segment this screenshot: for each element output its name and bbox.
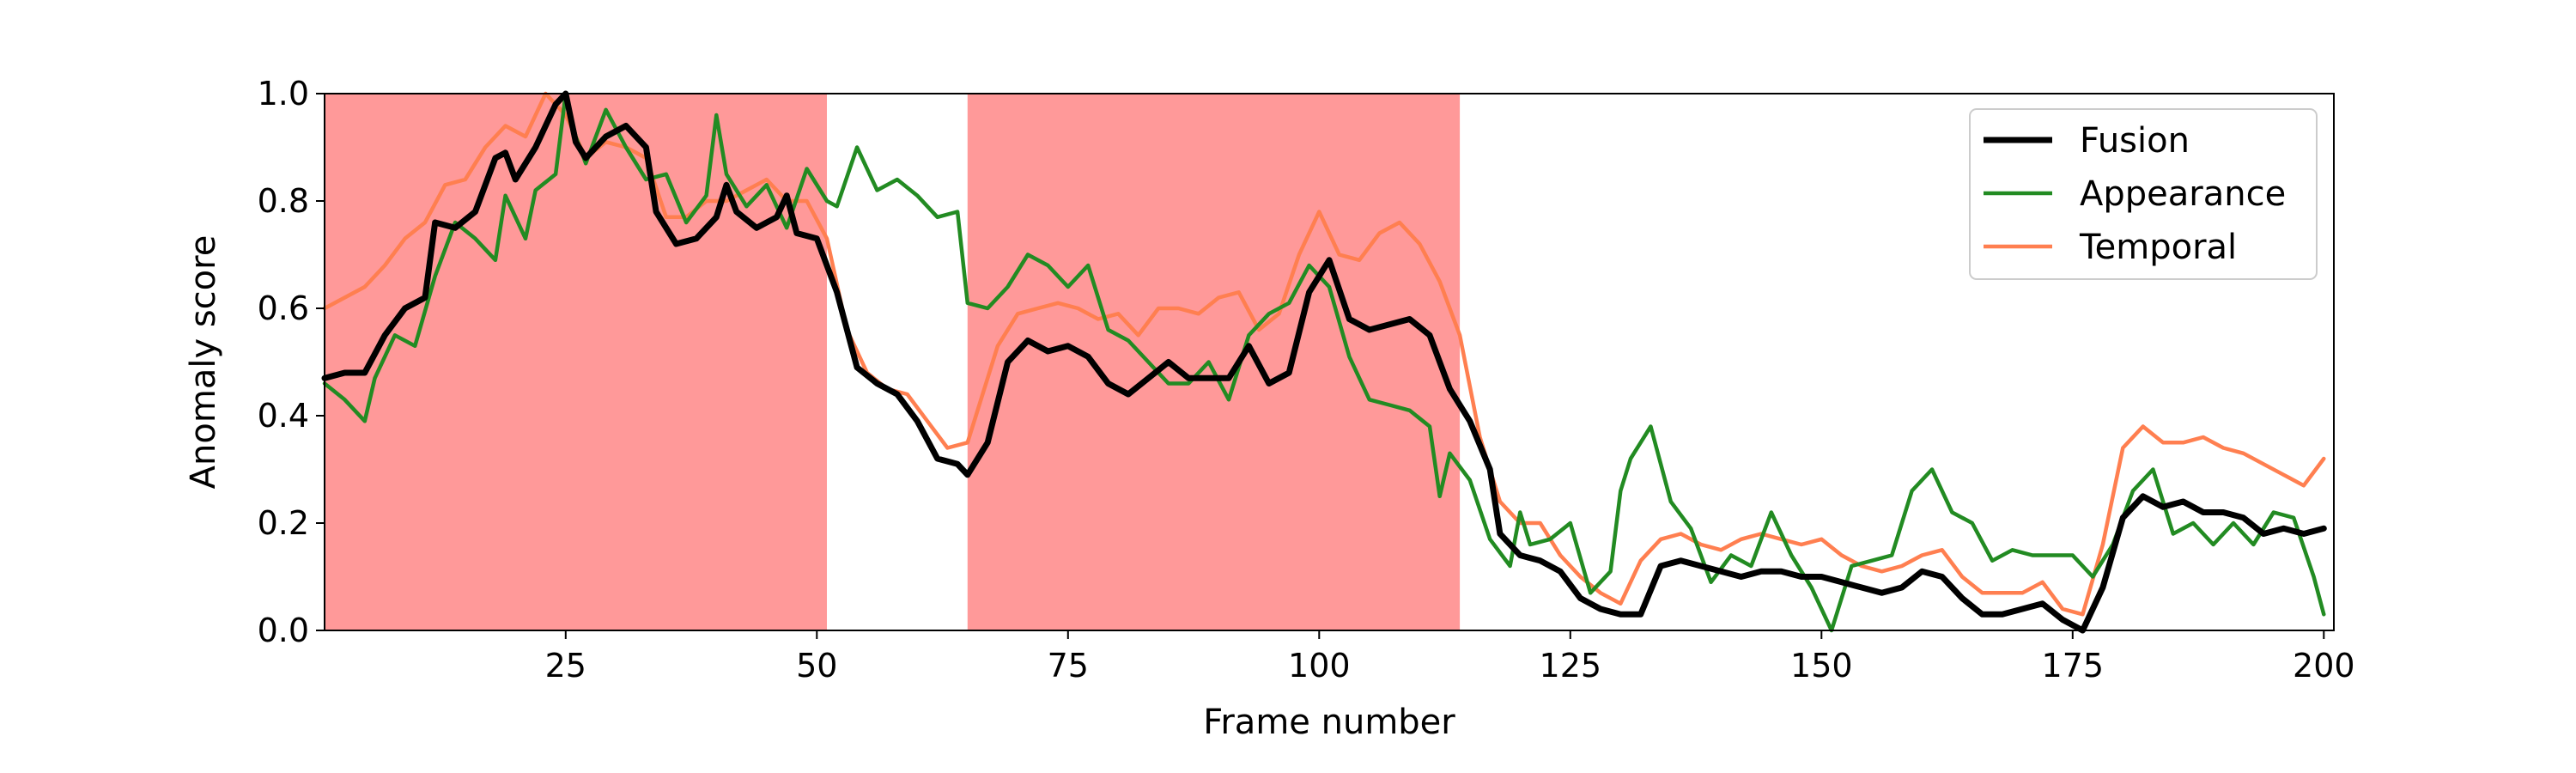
y-tick-label: 0.0 [258, 612, 309, 649]
x-tick-label: 25 [545, 647, 586, 685]
y-tick-label: 0.6 [258, 289, 309, 327]
plot-frame [324, 93, 2335, 631]
legend-label-temporal: Temporal [2079, 228, 2237, 267]
series-line-temporal [322, 91, 2326, 617]
y-axis-ticks: 0.0 0.2 0.4 0.6 0.8 1.0 [258, 75, 325, 649]
x-tick-label: 50 [796, 647, 837, 685]
y-tick-label: 0.2 [258, 504, 309, 542]
x-tick-label: 100 [1288, 647, 1351, 685]
legend-label-appearance: Appearance [2080, 174, 2286, 214]
series-line-appearance [322, 91, 2326, 633]
x-tick-label: 75 [1048, 647, 1089, 685]
y-axis-label: Anomaly score [184, 235, 223, 490]
highlight-region-2 [967, 94, 1461, 630]
highlight-region-1 [325, 94, 827, 630]
x-axis-ticks: 25 50 75 100 125 150 175 200 [545, 630, 2355, 685]
x-tick-label: 150 [1790, 647, 1853, 685]
legend-label-fusion: Fusion [2080, 121, 2190, 161]
series-line-fusion [321, 90, 2327, 634]
x-tick-label: 175 [2042, 647, 2105, 685]
highlight-regions [325, 94, 1461, 630]
x-axis-label: Frame number [1203, 703, 1455, 742]
y-tick-label: 0.4 [258, 397, 309, 435]
legend: Fusion Appearance Temporal [1969, 108, 2318, 280]
y-tick-label: 1.0 [258, 75, 309, 113]
series-lines [321, 90, 2327, 634]
legend-box [1969, 108, 2318, 280]
x-tick-label: 200 [2293, 647, 2355, 685]
x-tick-label: 125 [1540, 647, 1602, 685]
y-tick-label: 0.8 [258, 182, 309, 220]
